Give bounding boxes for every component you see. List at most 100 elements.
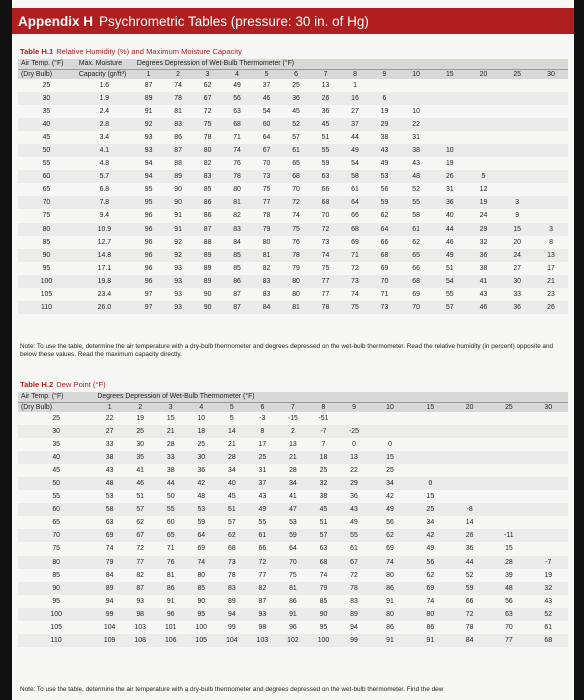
table-cell: 29: [380, 121, 389, 129]
table-cell: 54: [445, 277, 454, 285]
table-cell: 75: [351, 303, 359, 311]
row-temp-cell: 95: [52, 597, 61, 605]
row-temp-cell: 100: [50, 610, 62, 618]
table-cell: 93: [144, 134, 153, 142]
table-cell: 77: [321, 290, 330, 298]
table-cell: [411, 412, 450, 425]
table-cell: 74: [321, 251, 330, 259]
table-cell: 52: [544, 610, 553, 618]
table-cell: 15: [513, 225, 522, 233]
table-cell: 22: [412, 121, 420, 129]
table-cell: 26: [445, 173, 454, 181]
row-temp-cell: 50: [42, 147, 51, 155]
table-cell: 18: [197, 428, 206, 436]
table-cell: 52: [292, 121, 300, 129]
table-row: 40 2.8 92 83 75 68 60 52 45 37 29 22: [18, 118, 568, 132]
table-row: 75 74 72 71 69 68 66 64 63 61 69 49 36 15: [18, 542, 568, 555]
table-cell: 70: [380, 277, 389, 285]
table-cell: 38: [479, 264, 488, 272]
table-row: 65 63 62 60 59 57 55 53 51 49 56 34 14: [18, 516, 568, 529]
table-cell: 95: [197, 610, 206, 618]
table2-label: Table H.2: [20, 380, 54, 389]
table-cell: [500, 170, 534, 183]
table-cell: 90: [203, 303, 212, 311]
table-cell: [534, 196, 568, 209]
table-cell: 103: [134, 623, 146, 631]
table-cell: 40: [445, 212, 454, 220]
table-cell: [529, 464, 568, 477]
table-cell: [433, 92, 467, 105]
table-cell: 67: [136, 532, 145, 540]
table-cell: 54: [351, 160, 359, 168]
table2-depression-col: 15: [410, 401, 450, 412]
table-cell: [450, 438, 489, 451]
table1-depression-col: 15: [432, 68, 467, 79]
table-cell: 72: [321, 225, 330, 233]
table1-header-row: Air Temp. (°F) Max. Moisture Degrees Dep…: [18, 59, 568, 69]
table-cell: [411, 451, 450, 464]
table-row: 100 99 98 96 95 94 93 91 90 89 80 80 72 63 52: [18, 607, 568, 621]
table-cell: 64: [289, 545, 297, 553]
table-cell: 99: [350, 636, 358, 644]
table-cell: 100: [195, 623, 208, 631]
table-cell: 78: [262, 212, 271, 220]
table-cell: 81: [174, 108, 182, 116]
table-cell: 69: [105, 532, 114, 540]
table-cell: 79: [262, 225, 271, 233]
table-cell: [433, 131, 467, 144]
table-cell: 86: [203, 199, 212, 207]
table-cell: 21: [166, 428, 175, 436]
table-cell: 69: [426, 584, 435, 592]
table-cell: 64: [380, 225, 389, 233]
row-temp-cell: 55: [42, 160, 51, 168]
table-cell: 77: [505, 636, 513, 644]
table-cell: 80: [292, 277, 300, 285]
table-cell: 57: [319, 532, 328, 540]
table-cell: 54: [262, 108, 271, 116]
table-cell: 69: [412, 290, 420, 298]
table-cell: 80: [386, 571, 394, 579]
table-row: 110 26.0 97 93 90 87 84 81 78 75 73 70 57 46 36 26: [18, 300, 568, 314]
table-cell: 69: [386, 545, 394, 553]
table-cell: 71: [166, 545, 175, 553]
table-cell: 87: [136, 584, 145, 592]
table-cell: [500, 183, 534, 196]
table-row: 95 17.1 96 93 89 85 82 79 75 72 69 66 51 38 27 17: [18, 262, 568, 275]
row-temp-cell: 30: [42, 95, 51, 103]
table-cell: 63: [505, 610, 513, 618]
table-cell: 27: [105, 428, 114, 436]
row-temp-cell: 55: [52, 493, 61, 501]
table-cell: 10.9: [97, 225, 112, 233]
table-cell: 3.4: [99, 134, 110, 142]
table-cell: 51: [445, 264, 454, 272]
table-cell: 56: [386, 519, 394, 527]
table-cell: 17.1: [97, 264, 112, 272]
table-cell: [534, 209, 568, 222]
table-cell: 9.4: [99, 212, 110, 220]
table1-depression-col: 25: [500, 68, 535, 79]
table-row: 50 48 46 44 42 40 37 34 32 29 34 0: [18, 477, 568, 491]
table-row: 70 69 67 65 64 62 61 59 57 55 62 42 26 -11: [18, 529, 568, 543]
table-cell: 59: [197, 519, 206, 527]
table-cell: 25: [136, 428, 145, 436]
table-cell: 90: [197, 597, 206, 605]
table-cell: 51: [227, 506, 236, 514]
table-cell: 28: [289, 467, 297, 475]
table1-subheader-row: (Dry Bulb) Capacity (gr/ft³) 1 2 3 4 5 6 7 8 9 10…: [18, 68, 568, 79]
table-cell: 74: [386, 558, 394, 566]
table-cell: 102: [287, 636, 299, 644]
table2-depression-col: 20: [450, 401, 490, 412]
table-cell: [534, 131, 568, 144]
table-cell: [411, 464, 450, 477]
table2-depression-col: 4: [186, 401, 217, 412]
table-row: 25 1.6 87 74 62 49 37 25 13 1: [18, 79, 568, 92]
table-cell: [369, 425, 410, 438]
table-cell: 64: [197, 532, 206, 540]
table-cell: 45: [321, 121, 330, 129]
table-cell: 61: [350, 545, 358, 553]
table-cell: 38: [319, 493, 328, 501]
table-cell: 70: [292, 186, 300, 194]
table-cell: 79: [292, 264, 300, 272]
table-cell: 47: [289, 506, 297, 514]
table-cell: 43: [258, 493, 267, 501]
